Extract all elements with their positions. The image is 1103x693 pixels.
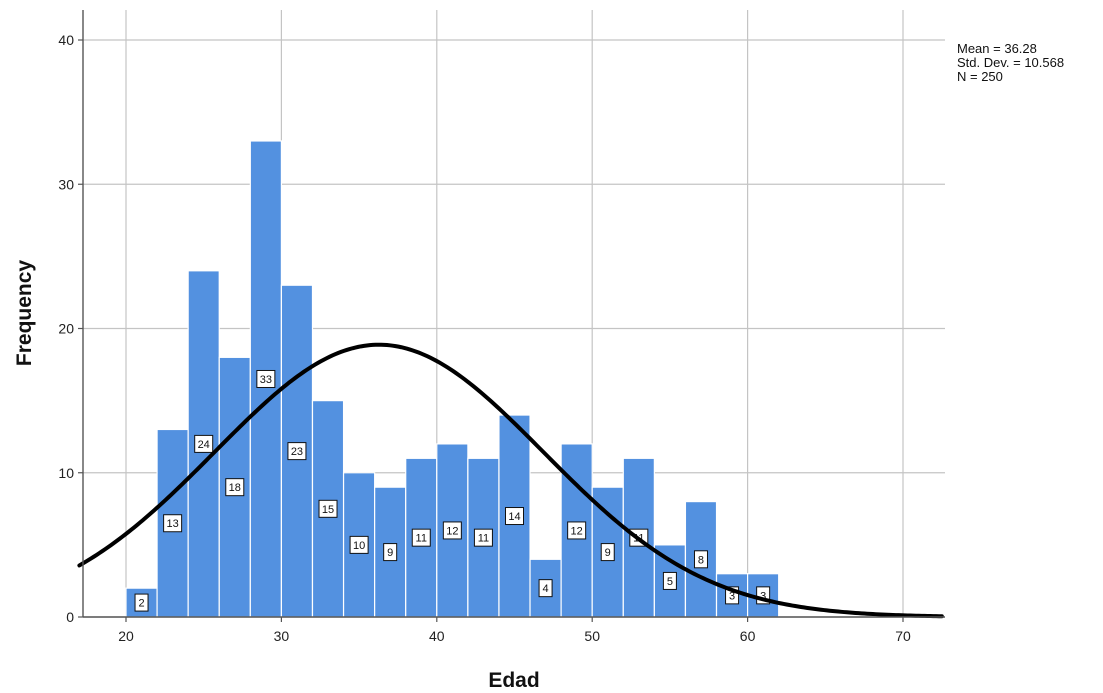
bar-data-label-text: 11 [416, 533, 427, 545]
bar-data-label: 9 [600, 543, 615, 562]
bar-data-label-text: 14 [508, 511, 520, 523]
bar-data-label: 8 [693, 550, 708, 569]
histogram-bar [311, 400, 345, 618]
normal-curve [77, 342, 944, 619]
y-tick-label: 20 [58, 321, 74, 337]
tick-layer: 20 30 40 50 60 70 0 10 20 30 40 [58, 32, 911, 644]
stats-n: N = 250 [957, 69, 1003, 84]
bar-data-label-text: 10 [353, 540, 365, 552]
bar-data-label: 10 [349, 535, 369, 554]
bar-data-label: 15 [318, 499, 338, 518]
bar-data-label-text: 3 [760, 590, 766, 602]
bar-data-label: 2 [134, 593, 149, 612]
bar-data-label-box [256, 369, 276, 388]
bar-data-label-box [505, 507, 524, 526]
bar-data-label: 24 [194, 434, 214, 453]
bar-data-label-box [473, 528, 493, 547]
bar-data-label-text: 15 [322, 504, 334, 516]
y-tick-label: 30 [58, 176, 74, 192]
curve-layer [77, 342, 944, 619]
bar-data-label: 9 [383, 543, 398, 562]
bar-data-label: 11 [411, 528, 431, 547]
y-axis-title: Frequency [13, 260, 36, 367]
bar-data-label-box [567, 521, 587, 540]
bar-data-label-text: 3 [729, 590, 735, 602]
bar-data-label: 13 [163, 514, 183, 533]
bar-data-label: 14 [505, 507, 524, 526]
y-tick-label: 10 [58, 465, 74, 481]
bar-data-label-text: 12 [446, 525, 458, 537]
bar-data-label: 4 [538, 579, 553, 598]
bar-data-label-box [349, 535, 369, 554]
bar-data-label-text: 12 [571, 525, 583, 537]
bar-data-label-box [383, 543, 398, 562]
y-tick-label: 40 [58, 32, 74, 48]
bar-data-label-text: 13 [166, 518, 178, 530]
bar-data-label-text: 11 [478, 533, 489, 545]
axis-layer [82, 10, 945, 618]
bar-data-label-box [287, 442, 307, 461]
bar-data-label: 23 [287, 442, 307, 461]
bar-data-label-text: 33 [260, 374, 272, 386]
bar-data-label-text: 9 [387, 547, 393, 559]
x-tick-label: 70 [895, 628, 911, 644]
bar-data-label-box [318, 499, 338, 518]
stats-annotation: Mean = 36.28 Std. Dev. = 10.568 N = 250 [957, 42, 1064, 84]
x-tick-label: 20 [118, 628, 134, 644]
stats-mean: Mean = 36.28 [957, 41, 1037, 56]
bar-data-label: 11 [473, 528, 493, 547]
bar-data-label: 18 [225, 478, 245, 497]
bar-data-label-box [693, 550, 708, 569]
bar-data-label-text: 9 [605, 547, 611, 559]
bar-data-label-text: 8 [698, 554, 704, 566]
bar-data-label: 12 [442, 521, 462, 540]
bar-data-label-box [411, 528, 431, 547]
bar-data-label-box [442, 521, 462, 540]
bar-data-label-text: 5 [667, 576, 673, 588]
bar-data-label-text: 24 [198, 439, 210, 451]
x-tick-label: 30 [274, 628, 290, 644]
bar-data-label-text: 23 [291, 446, 303, 458]
bar-data-label: 33 [256, 369, 276, 388]
bar-data-label: 5 [662, 571, 677, 590]
bar-data-label-box [134, 593, 149, 612]
histogram-bar [280, 284, 314, 618]
x-tick-label: 40 [429, 628, 445, 644]
bar-data-label-box [194, 434, 214, 453]
y-tick-label: 0 [66, 609, 74, 625]
x-tick-label: 60 [740, 628, 756, 644]
x-tick-label: 50 [584, 628, 600, 644]
bar-data-label-text: 2 [138, 598, 144, 610]
bar-data-label-box [600, 543, 615, 562]
bar-data-label-box [163, 514, 183, 533]
bar-data-label-text: 18 [229, 482, 241, 494]
stats-std-dev: Std. Dev. = 10.568 [957, 55, 1065, 70]
bar-layer [125, 140, 780, 618]
bar-data-label-box [538, 579, 553, 598]
bar-data-label-box [225, 478, 245, 497]
x-axis-title: Edad [488, 669, 539, 692]
bar-data-label: 12 [567, 521, 587, 540]
bar-data-label-box [662, 571, 677, 590]
bar-data-label-text: 4 [543, 583, 549, 595]
